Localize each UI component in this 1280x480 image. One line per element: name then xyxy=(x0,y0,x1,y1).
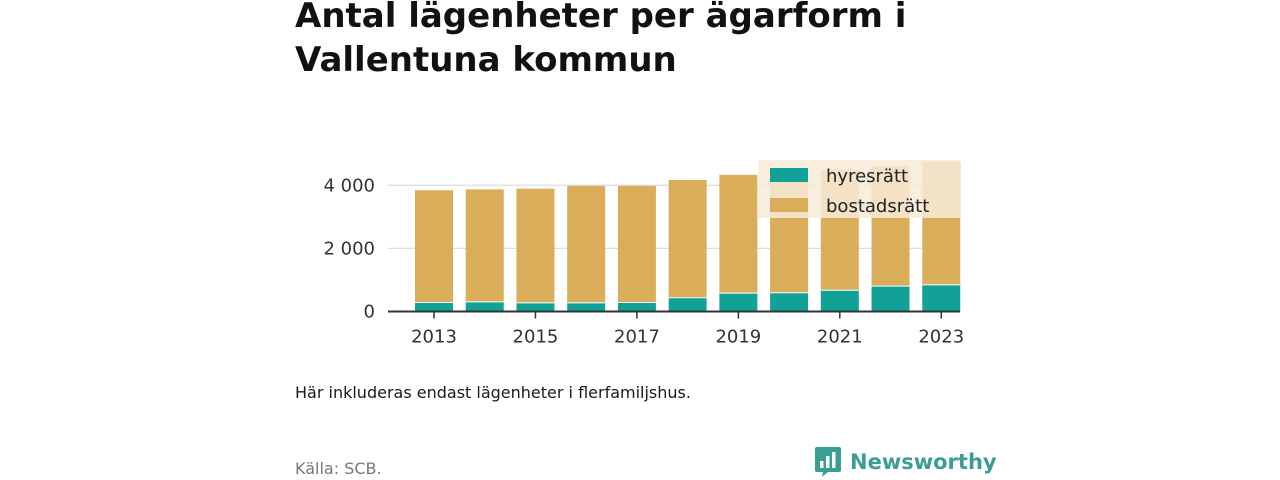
legend-swatch-bostadsratt xyxy=(770,198,808,212)
y-tick-label: 2 000 xyxy=(323,238,375,259)
bar-hyresratt-2016 xyxy=(567,302,606,312)
bar-hyresratt-2015 xyxy=(516,302,555,312)
x-tick-label: 2015 xyxy=(513,327,559,348)
legend-swatch-hyresratt xyxy=(770,168,808,182)
bar-hyresratt-2023 xyxy=(922,284,961,312)
bar-bostadsratt-2019 xyxy=(719,174,758,293)
bar-bostadsratt-2018 xyxy=(668,179,707,298)
chart-note: Här inkluderas endast lägenheter i flerf… xyxy=(295,383,691,402)
legend-label: bostadsrätt xyxy=(826,196,929,217)
bar-bostadsratt-2015 xyxy=(516,188,555,303)
brand-name: Newsworthy xyxy=(850,450,997,474)
brand-logo[interactable]: Newsworthy xyxy=(814,446,997,478)
bar-hyresratt-2017 xyxy=(617,302,656,312)
bar-hyresratt-2018 xyxy=(668,297,707,312)
y-tick-label: 0 xyxy=(364,302,375,323)
bar-bostadsratt-2016 xyxy=(567,185,606,303)
x-tick-label: 2021 xyxy=(817,327,863,348)
y-tick-label: 4 000 xyxy=(323,175,375,196)
bar-bostadsratt-2013 xyxy=(415,190,453,303)
x-tick-label: 2013 xyxy=(411,327,457,348)
axes: 0 2 000 4 000 2013 2015 2017 2019 2021 2023 xyxy=(323,175,964,347)
legend: hyresrätt bostadsrätt xyxy=(758,160,960,218)
bar-hyresratt-2013 xyxy=(415,302,453,312)
x-tick-label: 2023 xyxy=(918,327,964,348)
bar-hyresratt-2014 xyxy=(465,301,504,312)
bar-bostadsratt-2014 xyxy=(465,189,504,302)
x-tick-label: 2017 xyxy=(614,327,660,348)
legend-label: hyresrätt xyxy=(826,166,908,187)
x-tick-label: 2019 xyxy=(715,327,761,348)
bar-hyresratt-2020 xyxy=(770,292,809,312)
bar-hyresratt-2022 xyxy=(871,285,910,312)
bar-hyresratt-2021 xyxy=(820,289,859,312)
bar-hyresratt-2019 xyxy=(719,292,758,312)
newsworthy-logo-icon xyxy=(815,447,841,477)
bar-bostadsratt-2017 xyxy=(617,185,656,303)
chart-title: Antal lägenheter per ägarform i Vallentu… xyxy=(295,0,907,80)
source-note: Källa: SCB. xyxy=(295,459,382,478)
